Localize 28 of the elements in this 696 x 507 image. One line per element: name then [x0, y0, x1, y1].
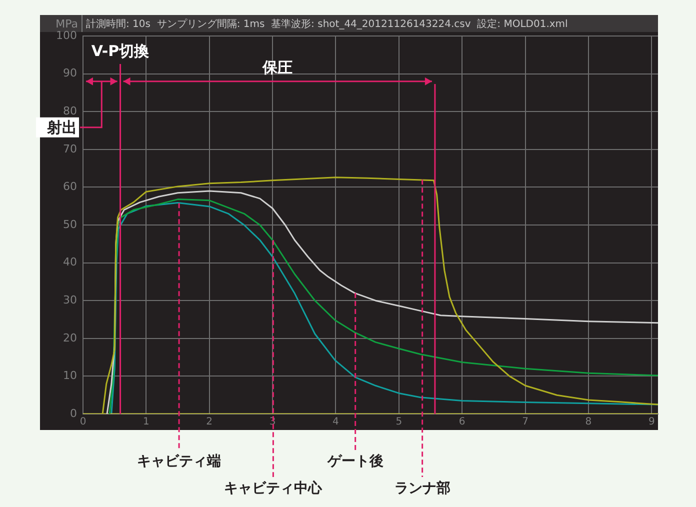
x-tick-label: 8 [585, 416, 592, 428]
y-axis-title: MPa [56, 17, 78, 30]
x-tick-label: 9 [648, 416, 655, 428]
annotation: ゲート後 [326, 454, 384, 470]
x-tick-label: 7 [522, 416, 528, 428]
annotation: ランナ部 [394, 480, 450, 497]
y-tick-label: 10 [63, 369, 77, 382]
y-tick-label: 70 [63, 142, 77, 156]
x-tick-label: 1 [143, 416, 150, 428]
chart-subtitle: 計測時間: 10s サンプリング間隔: 1ms 基準波形: shot_44_20121126143224.csv 設定: MOLD01.xml [86, 18, 568, 30]
y-tick-label: 40 [63, 256, 77, 269]
ref-line-label: V-P切換 [91, 42, 150, 60]
annotation: 保圧 [262, 58, 293, 76]
y-tick-label: 20 [63, 331, 77, 344]
annotation: キャビティ端 [137, 454, 222, 470]
text: 射出 [46, 118, 77, 136]
x-tick-label: 5 [396, 416, 402, 428]
x-tick-label: 0 [80, 416, 86, 428]
x-tick-label: 2 [206, 416, 213, 428]
x-tick-label: 4 [332, 416, 339, 428]
annotation: キャビティ中心 [224, 480, 324, 497]
y-tick-label: 60 [63, 180, 77, 194]
y-tick-label: 50 [63, 218, 77, 231]
x-tick-label: 6 [458, 416, 466, 428]
y-tick-label: 30 [63, 293, 77, 306]
y-tick-label: 80 [63, 104, 77, 118]
y-tick-label: 100 [56, 28, 77, 42]
y-tick-label: 90 [63, 66, 77, 80]
